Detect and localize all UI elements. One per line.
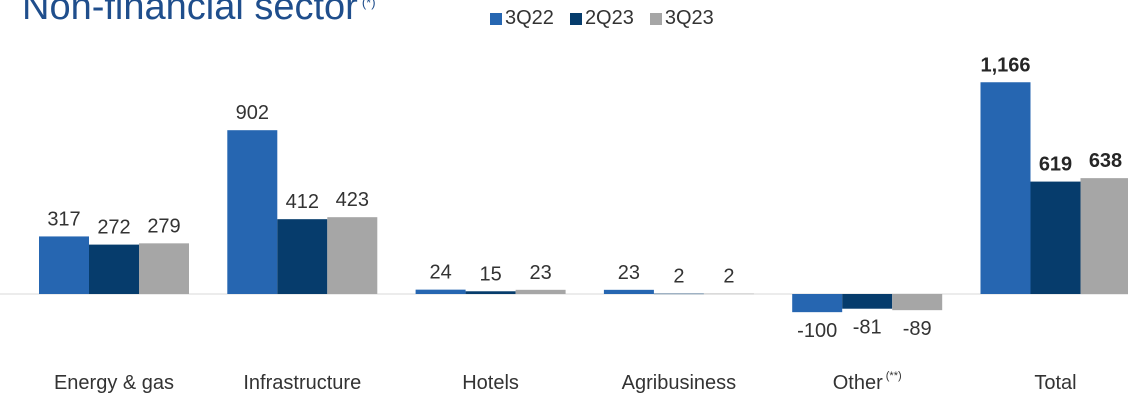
data-label-3q22-other: -100	[797, 320, 837, 342]
category-label-infrastructure: Infrastructure	[243, 372, 361, 394]
legend-label-3q22: 3Q22	[505, 7, 554, 29]
bar-3q23-hotels	[515, 289, 566, 294]
category-label-agribusiness: Agribusiness	[622, 372, 737, 394]
bar-3q22-energy-gas	[39, 236, 89, 294]
legend-swatch-2q23	[569, 12, 582, 25]
data-label-3q22-infrastructure: 902	[236, 102, 269, 124]
category-label-total: Total	[1034, 372, 1076, 394]
data-label-2q23-infrastructure: 412	[286, 191, 319, 213]
bar-3q22-hotels	[415, 289, 466, 294]
category-label-other: Other (**)	[833, 370, 902, 394]
legend-label-3q23: 3Q23	[664, 7, 714, 29]
data-label-3q22-energy-gas: 317	[47, 208, 80, 230]
data-label-3q22-hotels: 24	[429, 262, 451, 284]
data-label-2q23-other: -81	[853, 317, 882, 339]
bar-3q22-infrastructure	[227, 130, 278, 294]
data-label-2q23-total: 619	[1039, 154, 1072, 176]
chart-title: Non-financial sector (*)	[22, 0, 376, 29]
data-label-3q23-infrastructure: 423	[336, 189, 369, 211]
bar-3q23-energy-gas	[139, 243, 189, 294]
bar-3q22-other	[792, 294, 843, 313]
legend-swatch-3q23	[649, 12, 662, 25]
chart-title-text: Non-financial sector	[22, 0, 358, 28]
data-label-3q23-hotels: 23	[529, 262, 551, 284]
bar-2q23-total	[1030, 181, 1081, 294]
bar-2q23-infrastructure	[277, 219, 328, 294]
data-label-2q23-agribusiness: 2	[673, 266, 684, 288]
bar-3q23-total	[1080, 178, 1128, 294]
category-label-hotels: Hotels	[462, 372, 519, 394]
legend-item-3q23: 3Q23	[649, 7, 714, 30]
legend-label-2q23: 2Q23	[584, 7, 634, 29]
bar-3q23-infrastructure	[327, 217, 378, 294]
data-label-2q23-hotels: 15	[479, 263, 501, 285]
bar-2q23-agribusiness	[653, 293, 704, 295]
legend-swatch-3q22	[490, 12, 502, 25]
bar-3q22-total	[980, 82, 1031, 295]
legend-item-3q22: 3Q22	[490, 7, 554, 30]
legend-item-2q23: 2Q23	[569, 7, 634, 30]
bar-2q23-other	[842, 294, 893, 309]
data-label-3q23-total: 638	[1089, 150, 1122, 172]
category-footnote-mark: (**)	[886, 370, 902, 382]
bar-3q23-other	[892, 294, 943, 311]
bar-2q23-energy-gas	[89, 244, 139, 294]
data-label-3q22-agribusiness: 23	[618, 262, 640, 284]
data-label-3q22-total: 1,166	[980, 54, 1030, 76]
chart-legend: 3Q22 2Q23 3Q23	[490, 7, 714, 30]
data-label-3q23-energy-gas: 279	[147, 215, 180, 237]
data-label-3q23-other: -89	[903, 318, 932, 340]
bar-3q23-agribusiness	[703, 293, 754, 295]
chart-title-footnote-mark: (*)	[361, 0, 376, 10]
bar-3q22-agribusiness	[603, 289, 654, 294]
bar-2q23-hotels	[465, 291, 516, 294]
data-label-2q23-energy-gas: 272	[97, 217, 130, 239]
category-label-energy-gas: Energy & gas	[54, 372, 174, 394]
data-label-3q23-agribusiness: 2	[723, 266, 734, 288]
